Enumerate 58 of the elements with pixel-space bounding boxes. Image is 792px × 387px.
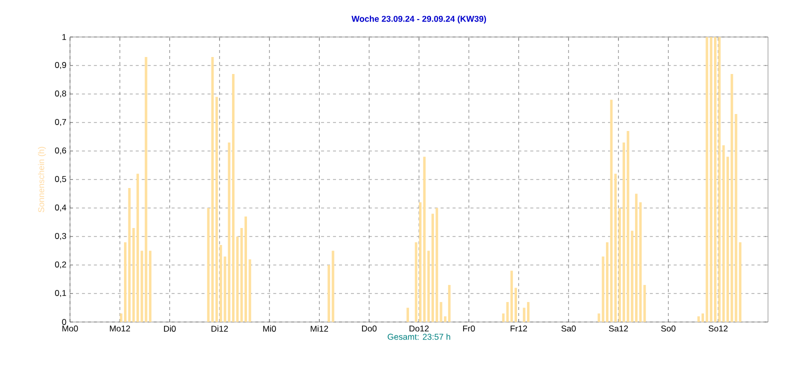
x-tick-label: So0 <box>661 326 676 332</box>
bar <box>136 174 139 322</box>
y-tick-label: 0,5 <box>55 176 66 183</box>
bar <box>128 188 131 322</box>
x-tick-label: Mi12 <box>310 326 328 332</box>
x-tick-label: Do0 <box>362 326 377 332</box>
y-tick-label: 0,4 <box>55 204 66 212</box>
bar <box>598 313 600 322</box>
x-tick-label: Sa0 <box>561 326 576 332</box>
x-tick-label: Mo12 <box>110 326 130 332</box>
y-tick-label: 0,1 <box>55 290 66 297</box>
bar <box>722 145 725 322</box>
y-tick-label: 0,9 <box>55 62 66 69</box>
x-tick-label: Fr0 <box>463 326 475 332</box>
x-tick-label: Mi0 <box>263 326 276 332</box>
bar <box>614 174 617 322</box>
y-tick-label: 0,7 <box>55 119 66 126</box>
y-tick-label: 1 <box>62 34 66 40</box>
x-tick-label: Mo0 <box>62 326 78 332</box>
x-axis-title: Gesamt: 23:57 h <box>388 334 450 340</box>
chart-title: Woche 23.09.24 - 29.09.24 (KW39) <box>352 16 486 24</box>
x-tick-label: Do12 <box>410 326 429 332</box>
bar <box>510 270 513 322</box>
bar <box>710 36 712 322</box>
x-tick-label: Di0 <box>164 326 176 332</box>
bar <box>706 36 708 322</box>
bar <box>406 308 410 322</box>
bar <box>643 284 646 322</box>
bar <box>440 302 442 322</box>
bar <box>734 114 738 322</box>
y-tick-label: 0 <box>62 319 66 325</box>
bar <box>232 74 235 322</box>
x-tick-label: So12 <box>708 326 728 332</box>
x-tick-label: Sa12 <box>608 326 628 332</box>
bar <box>718 36 721 322</box>
y-tick-label: 0,6 <box>55 148 66 154</box>
bar <box>714 36 716 322</box>
bar <box>436 208 438 322</box>
x-tick-label: Di12 <box>212 326 228 332</box>
bar <box>635 194 638 322</box>
bar <box>448 284 451 322</box>
bar <box>423 156 426 322</box>
bar <box>697 316 700 322</box>
y-tick-label: 0,3 <box>55 233 66 240</box>
bar <box>207 208 210 322</box>
bar <box>244 216 247 322</box>
x-tick-label: Fr12 <box>510 326 527 332</box>
bar <box>610 100 613 322</box>
y-axis-title: Sonnenschein (h) <box>38 146 46 212</box>
bar <box>144 56 148 322</box>
bar <box>502 313 505 322</box>
bar <box>730 74 734 322</box>
bar <box>626 131 630 322</box>
bar <box>328 265 330 322</box>
bar <box>211 56 214 322</box>
y-tick-label: 0,8 <box>55 90 66 98</box>
y-tick-label: 0,2 <box>55 262 66 268</box>
bar <box>527 302 530 322</box>
